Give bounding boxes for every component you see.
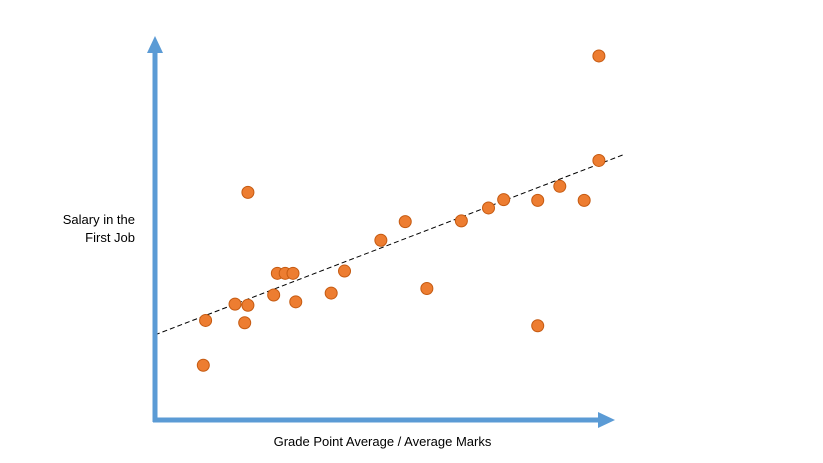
data-point-3 (228, 297, 242, 311)
x-axis-label: Grade Point Average / Average Marks (273, 434, 492, 449)
y-axis-label-line2: First Job (85, 230, 135, 245)
x-axis-arrow (598, 412, 615, 428)
y-axis-label-line1: Salary in the (62, 212, 135, 227)
y-axis-label: Salary in the First Job (0, 211, 135, 247)
data-point-11 (289, 295, 303, 309)
data-point-5 (241, 298, 255, 312)
data-point-16 (420, 282, 434, 296)
data-point-7 (267, 288, 281, 302)
data-point-14 (374, 233, 388, 247)
data-point-23 (577, 193, 591, 207)
data-point-19 (497, 193, 511, 207)
data-point-10 (286, 266, 300, 280)
data-point-20 (531, 193, 545, 207)
data-point-6 (241, 185, 255, 199)
data-point-18 (482, 201, 495, 215)
points-layer (196, 49, 606, 372)
data-point-13 (338, 264, 352, 278)
data-point-1 (196, 358, 210, 372)
data-point-12 (324, 286, 338, 300)
trend-line (154, 153, 625, 336)
data-point-17 (454, 214, 468, 228)
data-point-21 (531, 319, 545, 333)
data-point-2 (199, 313, 213, 327)
data-point-25 (592, 49, 606, 63)
data-point-4 (238, 316, 252, 330)
data-point-22 (553, 179, 567, 193)
y-axis-arrow (147, 36, 163, 53)
data-point-24 (592, 153, 606, 167)
data-point-15 (398, 215, 412, 229)
